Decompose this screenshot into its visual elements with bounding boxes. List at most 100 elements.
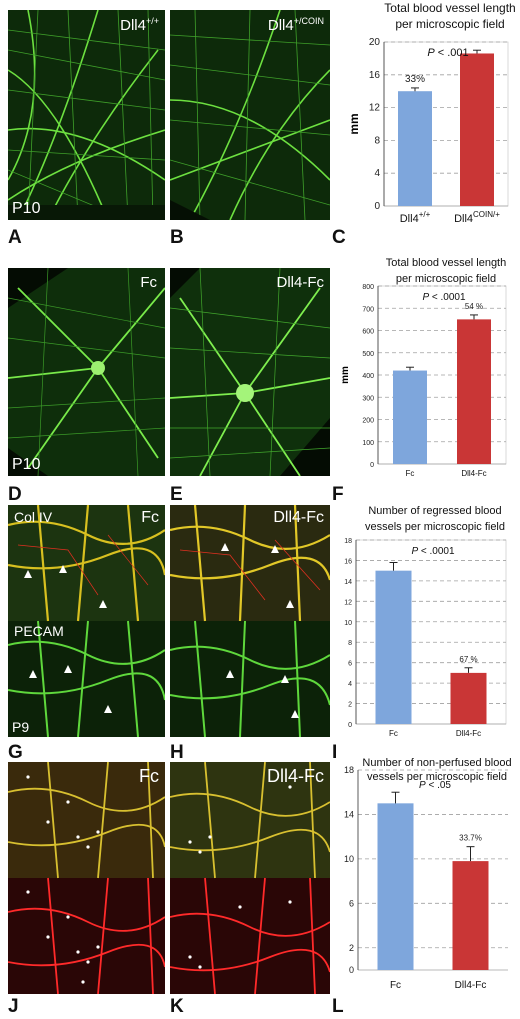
y-tick-label: 4 [374,168,380,179]
bar-treatment [450,672,487,724]
bar-control [398,91,432,206]
vessel-network-j [8,762,165,994]
stain-label-top: Col IV [14,509,53,525]
chart-title: Number of non-perfused blood [362,758,511,769]
category-label: Dll4-Fc [456,729,481,738]
chart-i: Number of regressed blood vessels per mic… [336,500,516,742]
vessel-network-d [8,268,165,476]
category-label: Dll4-Fc [455,980,487,991]
micrograph-e: Dll4-Fc [170,268,330,476]
vessel-network-b [170,10,330,220]
chart-title: vessels per microscopic field [365,521,505,533]
bar-chart-l: Number of non-perfused blood vessels per … [344,758,512,991]
y-tick-label: 8 [348,640,352,647]
y-tick-label: 14 [344,579,352,586]
bar-chart-c: Total blood vessel length per microscopic… [347,1,516,225]
category-label: Fc [390,980,401,991]
bar-chart-f: Total blood vessel length per microscopic… [340,257,507,478]
y-tick-label: 8 [374,135,380,146]
chart-c: Total blood vessel length per microscopic… [340,0,516,232]
y-tick-label: 2 [349,943,354,953]
chart-title: per microscopic field [395,17,504,31]
y-tick-label: 18 [344,538,352,545]
bar-control [377,803,414,970]
chart-title: Total blood vessel length [386,257,506,269]
y-tick-label: 12 [344,599,352,606]
y-tick-label: 6 [349,898,354,908]
micrograph-g: Col IV Fc PECAM P9 [8,505,165,737]
category-label: Dll4-Fc [461,469,486,478]
y-tick-label: 0 [374,201,380,212]
y-tick-label: 14 [344,809,354,819]
treatment-label: Fc [139,766,159,786]
panel-letter-j: J [8,996,19,1017]
genotype-label: Dll4+/+ [120,16,159,34]
category-label: Dll4COIN/+ [454,210,500,225]
y-tick-label: 400 [362,373,374,380]
vessel-network-h [170,505,330,737]
stain-label-bottom: PECAM [14,623,64,639]
bar-annotation: 54 % [465,302,483,311]
panel-age-label: P9 [12,719,30,735]
vessel-network-e [170,268,330,476]
genotype-label: Dll4+/COIN [268,16,324,34]
vessel-network-a [8,10,165,220]
category-label: Dll4+/+ [400,210,431,225]
genotype-superscript: +/+ [145,16,159,26]
y-tick-label: 600 [362,329,374,336]
y-tick-label: 0 [370,462,374,469]
bar-treatment [452,861,489,970]
genotype-superscript: +/COIN [293,16,324,26]
bar-control [393,370,427,464]
panel-letter-l: L [332,996,344,1017]
panel-letter-a: A [8,227,22,248]
panel-letter-c: C [332,227,346,248]
panel-letter-d: D [8,484,22,505]
y-tick-label: 20 [369,37,381,48]
chart-title: Total blood vessel length [384,1,515,15]
micrograph-a: P10 Dll4+/+ [8,10,165,220]
micrograph-b: Dll4+/COIN [170,10,330,220]
micrograph-d: P10 Fc [8,268,165,476]
treatment-label: Dll4-Fc [276,274,325,291]
panel-letter-e: E [170,484,183,505]
y-tick-label: 300 [362,395,374,402]
panel-letter-g: G [8,742,23,763]
y-tick-label: 16 [344,558,352,565]
treatment-label: Dll4-Fc [267,766,324,786]
chart-f: Total blood vessel length per microscopic… [336,254,516,486]
bar-annotation: 33% [405,74,425,85]
treatment-label: Dll4-Fc [273,509,324,526]
p-value-label: P < .05 [419,780,451,791]
bar-chart-i: Number of regressed blood vessels per mic… [344,505,507,738]
panel-letter-h: H [170,742,184,763]
vessel-network-g [8,505,165,737]
p-value-label: P < .0001 [411,546,455,557]
y-tick-label: 700 [362,306,374,313]
y-tick-label: 6 [348,661,352,668]
genotype-text: Dll4 [120,17,146,34]
y-tick-label: 10 [344,620,352,627]
treatment-label: Fc [140,274,157,291]
bar-annotation: 67 % [459,655,477,664]
y-axis-label: mm [340,366,351,384]
y-tick-label: 0 [349,965,354,975]
bar-control [375,570,412,724]
bar-treatment [457,319,491,464]
y-tick-label: 2 [348,702,352,709]
y-axis-label: mm [347,113,361,134]
y-tick-label: 18 [344,765,354,775]
chart-title: Number of regressed blood [368,505,501,517]
p-value-label: P < .0001 [422,292,466,303]
panel-letter-k: K [170,996,184,1017]
y-tick-label: 200 [362,418,374,425]
bar-annotation: 33.7% [459,834,482,843]
y-tick-label: 800 [362,284,374,291]
y-tick-label: 0 [348,722,352,729]
micrograph-h: Dll4-Fc [170,505,330,737]
genotype-text: Dll4 [267,17,294,34]
micrograph-j: Fc [8,762,165,994]
category-label: Fc [389,729,398,738]
vessel-network-k [170,762,330,994]
category-label: Fc [406,469,415,478]
